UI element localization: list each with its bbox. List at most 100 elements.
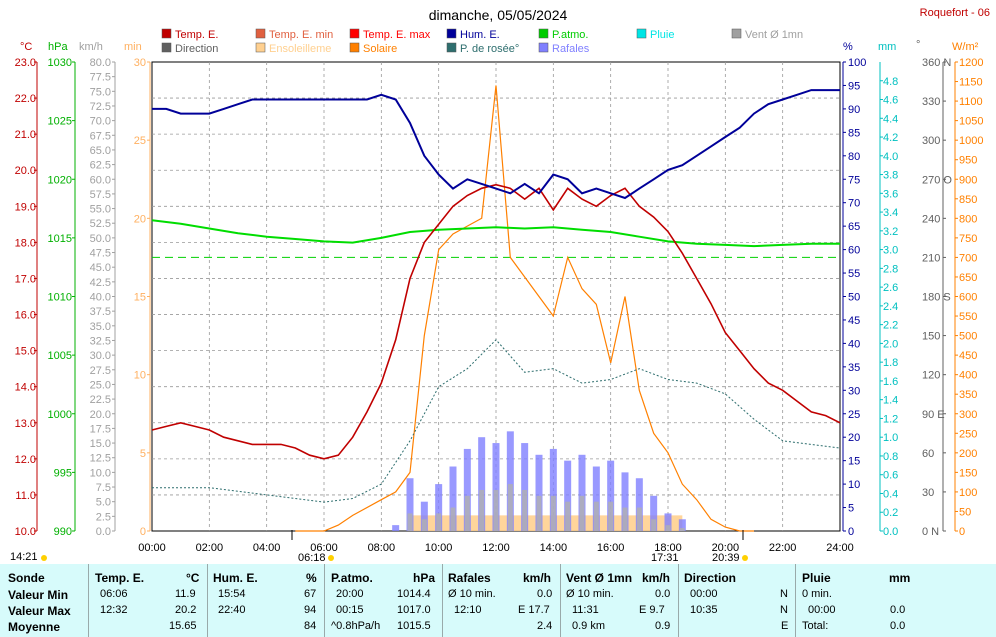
rain-axis-tick-label: 4.4 — [883, 113, 898, 125]
solar-axis-tick-label: 250 — [959, 428, 977, 440]
wind-axis-tick-label: 65.0 — [90, 145, 111, 157]
series-p-de-ros-e- — [152, 339, 841, 503]
wind-axis-tick-label: 50.0 — [90, 233, 111, 245]
hum-axis-tick-label: 100 — [848, 57, 866, 69]
min-axis-tick-label: 20 — [134, 213, 146, 225]
wind-axis-tick-label: 80.0 — [90, 57, 111, 69]
dir-axis-tick-label: 120 — [922, 370, 940, 382]
wind-axis-tick-label: 7.5 — [96, 482, 111, 494]
wind-axis-tick-label: 15.0 — [90, 438, 111, 450]
press-avg-value: 1015.5 — [397, 620, 431, 632]
wind-bar — [479, 489, 485, 531]
gust-bar — [535, 454, 543, 531]
wind-axis-tick-label: 17.5 — [90, 423, 111, 435]
x-tick-label: 24:00 — [826, 542, 854, 554]
wind-axis-tick-label: 35.0 — [90, 321, 111, 333]
wind-bar — [507, 484, 513, 531]
temp-axis-tick-label: 21.0 — [15, 129, 36, 141]
press-trend: ^0.8hPa/h — [331, 620, 381, 632]
series-temp-e- — [151, 183, 841, 460]
temp-axis-tick-label: 22.0 — [15, 93, 36, 105]
wind-bar — [522, 489, 528, 531]
wind-bar — [407, 513, 413, 531]
solar-axis-tick-label: 150 — [959, 467, 977, 479]
rain-axis-tick-label: 1.8 — [883, 357, 898, 369]
rain-header: Pluie — [802, 571, 831, 585]
sunset-icon — [742, 555, 748, 561]
gust-bar — [678, 519, 686, 531]
wind-axis-tick-label: 75.0 — [90, 86, 111, 98]
rain-axis-tick-label: 0.2 — [883, 507, 898, 519]
rain-axis-tick-label: 0.6 — [883, 470, 898, 482]
dir-axis-tick-label: 330 — [922, 96, 940, 108]
solar-axis-tick-label: 1050 — [959, 116, 983, 128]
wind-bar — [565, 501, 571, 531]
wind-axis-tick-label: 25.0 — [90, 379, 111, 391]
rain-max-value: 0.0 — [890, 604, 906, 616]
hum-axis-tick-label: 70 — [848, 198, 860, 210]
legend-swatch — [161, 42, 172, 53]
wind-bar — [579, 495, 585, 531]
rain-total-value: 0.0 — [890, 620, 906, 632]
x-tick-label: 22:00 — [769, 542, 797, 554]
press-axis-tick-label: 1020 — [48, 174, 72, 186]
legend-label: Rafales — [552, 43, 590, 55]
gust-min-value: 0.0 — [537, 588, 553, 600]
rain-duration: 0 min. — [802, 588, 832, 600]
wind-axis-tick-label: 42.5 — [90, 277, 111, 289]
rain-axis-tick-label: 0.0 — [883, 526, 898, 538]
wind-bar — [593, 501, 599, 531]
station-name: Roquefort - 06 — [920, 7, 990, 19]
wind-axis-tick-label: 32.5 — [90, 335, 111, 347]
x-tick-label: 20:00 — [712, 542, 740, 554]
chart-title: dimanche, 05/05/2024 — [429, 7, 568, 23]
legend-swatch — [636, 28, 647, 39]
solar-axis-tick-label: 1100 — [959, 96, 983, 108]
rain-total-label: Total: — [802, 620, 829, 632]
wind-axis-tick-label: 77.5 — [90, 72, 111, 84]
dir-unit-label: ° — [916, 39, 920, 51]
x-tick-label: 08:00 — [368, 542, 396, 554]
wind-axis-tick-label: 0.0 — [96, 526, 111, 538]
x-tick-label: 06:00 — [310, 542, 338, 554]
gust-bar — [650, 495, 658, 531]
rain-axis-tick-label: 4.2 — [883, 132, 898, 144]
gust-bar — [435, 484, 443, 531]
solar-unit-label: W/m² — [952, 41, 979, 53]
legend-swatch — [731, 28, 742, 39]
rain-axis-tick-label: 3.0 — [883, 245, 898, 257]
dir-axis-tick-label: 300 — [922, 135, 940, 147]
solar-axis-tick-label: 350 — [959, 389, 977, 401]
temp-max-time: 12:32 — [100, 604, 128, 616]
rain-axis-tick-label: 2.0 — [883, 338, 898, 350]
row-max-label: Valeur Max — [8, 604, 71, 618]
temp-axis-tick-label: 19.0 — [15, 201, 36, 213]
temp-axis-tick-label: 18.0 — [15, 237, 36, 249]
min-axis-tick-label: 30 — [134, 57, 146, 69]
gust-avg-value: 2.4 — [537, 620, 553, 632]
dir-header: Direction — [684, 571, 737, 585]
rain-max-time: 00:00 — [808, 604, 836, 616]
legend-label: Direction — [175, 43, 218, 55]
wind-bar — [421, 519, 427, 531]
wind-min-value: 0.0 — [655, 588, 671, 600]
gust-bar — [564, 460, 572, 531]
gust-bar — [406, 478, 414, 531]
solar-axis-tick-label: 50 — [959, 506, 971, 518]
legend-label: Ensoleilleme — [269, 43, 331, 55]
wind-axis-tick-label: 55.0 — [90, 204, 111, 216]
solar-axis-tick-label: 900 — [959, 174, 977, 186]
wind-max-time: 11:31 — [572, 604, 599, 616]
hum-header: Hum. E. — [213, 571, 258, 585]
sunrise-icon — [328, 555, 334, 561]
solar-axis-tick-label: 550 — [959, 311, 977, 323]
gust-bar — [607, 460, 615, 531]
gust-bar — [392, 525, 400, 531]
solar-axis-tick-label: 450 — [959, 350, 977, 362]
press-axis-tick-label: 1025 — [48, 116, 72, 128]
wind-axis-tick-label: 5.0 — [96, 497, 111, 509]
rain-axis-tick-label: 1.0 — [883, 432, 898, 444]
solar-axis-tick-label: 800 — [959, 213, 977, 225]
legend-label: Temp. E. min — [269, 29, 333, 41]
hum-axis-tick-label: 60 — [848, 245, 860, 257]
